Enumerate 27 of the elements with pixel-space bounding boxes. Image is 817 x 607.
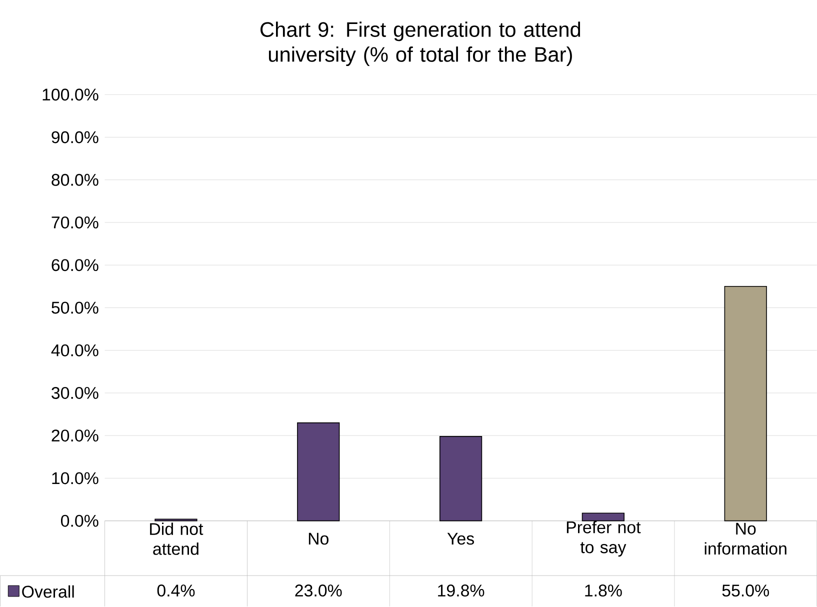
bar xyxy=(297,422,340,522)
bar xyxy=(582,512,625,522)
bar xyxy=(439,436,482,522)
y-tick-label: 30.0% xyxy=(52,387,98,400)
data-label: 0.4% xyxy=(157,584,195,597)
y-tick-label: 50.0% xyxy=(52,302,98,314)
x-tick-label: Did not attend xyxy=(150,522,204,556)
x-tick-label: Prefer not to say xyxy=(566,521,641,557)
y-tick-label: 60.0% xyxy=(52,259,98,272)
data-label: 19.8% xyxy=(438,584,484,597)
bar xyxy=(724,286,767,522)
chart-title: Chart 9: First generation to attend university (% of total for the Bar) xyxy=(260,22,580,66)
data-label: 55.0% xyxy=(722,584,769,597)
x-tick-label: Yes xyxy=(447,533,474,545)
y-tick-label: 40.0% xyxy=(51,344,98,356)
x-tick-label: No xyxy=(308,533,328,545)
y-tick-label: 0.0% xyxy=(61,514,98,527)
y-tick-label: 20.0% xyxy=(52,430,98,442)
data-label: 1.8% xyxy=(585,584,622,597)
y-tick-label: 10.0% xyxy=(52,472,98,484)
y-tick-label: 90.0% xyxy=(52,131,98,144)
x-tick-label: No information xyxy=(704,523,786,555)
y-tick-label: 100.0% xyxy=(42,88,98,101)
legend-label: Overall xyxy=(22,585,74,598)
y-tick-label: 80.0% xyxy=(52,174,98,186)
y-tick-label: 70.0% xyxy=(52,216,98,229)
data-label: 23.0% xyxy=(295,584,342,597)
